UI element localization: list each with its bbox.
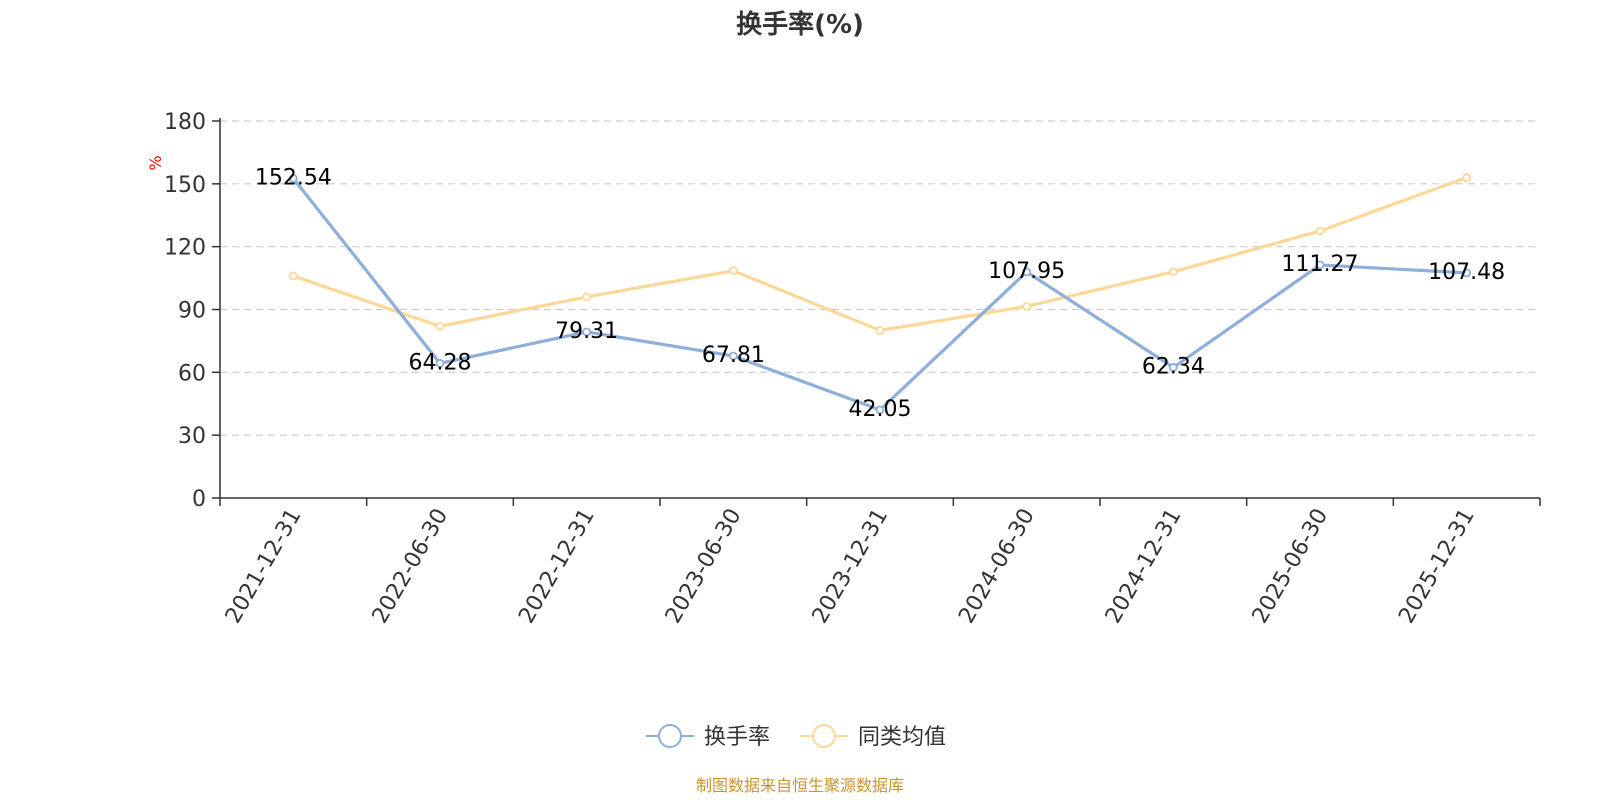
series-point-turnover-rate: [288, 174, 298, 183]
y-tick-label: 180: [164, 110, 206, 135]
axes: [219, 118, 1540, 499]
series-point-peer-average: [288, 271, 298, 281]
series-group: [288, 173, 1472, 415]
series-point-turnover-rate: [1462, 268, 1472, 278]
x-tick-label: 2023-12-31: [808, 505, 894, 628]
x-tick-label: 2022-12-31: [514, 505, 600, 628]
y-tick-label: 0: [192, 487, 206, 512]
y-tick-label: 60: [178, 361, 206, 386]
series-point-peer-average: [728, 266, 738, 276]
y-tick-label: 30: [178, 424, 206, 449]
x-tick-label: 2025-12-31: [1394, 505, 1480, 628]
legend-item-peer-average[interactable]: 同类均值: [800, 724, 946, 750]
data-label: 62.34: [1142, 354, 1205, 379]
data-label: 64.28: [409, 350, 472, 375]
data-labels: 152.54 64.28 79.31 67.81 42.05 107.95 62.34 111…: [255, 166, 1505, 422]
x-axis-ticks: 2021-12-31 2022-06-30 2022-12-31 2023-06-30…: [219, 498, 1541, 628]
data-label: 111.27: [1282, 252, 1359, 277]
series-point-peer-average: [1462, 173, 1472, 182]
legend-label: 换手率: [704, 725, 770, 750]
series-point-peer-average: [1168, 267, 1178, 277]
series-point-peer-average: [1315, 226, 1325, 236]
data-label: 42.05: [849, 397, 912, 422]
source-note: 制图数据来自恒生聚源数据库: [696, 776, 904, 795]
x-tick-label: 2023-06-30: [661, 505, 747, 628]
x-tick-label: 2024-12-31: [1101, 505, 1187, 628]
series-point-turnover-rate: [1022, 267, 1032, 277]
series-point-turnover-rate: [1315, 260, 1325, 270]
series-point-turnover-rate: [875, 405, 885, 415]
legend-circle-icon: [658, 724, 682, 748]
series-point-turnover-rate: [728, 351, 738, 361]
data-label: 67.81: [702, 343, 765, 368]
series-point-turnover-rate: [1168, 363, 1178, 372]
data-label: 152.54: [255, 166, 332, 191]
y-tick-label: 150: [164, 173, 206, 198]
series-point-peer-average: [435, 321, 445, 331]
y-tick-label: 90: [178, 299, 206, 324]
data-label: 107.95: [988, 259, 1065, 284]
x-tick-label: 2021-12-31: [221, 505, 307, 628]
series-point-turnover-rate: [582, 327, 592, 337]
series-point-peer-average: [1022, 301, 1032, 311]
legend-circle-icon: [812, 724, 836, 748]
series-point-peer-average: [875, 326, 885, 335]
x-tick-label: 2024-06-30: [954, 505, 1040, 628]
grid-lines: [220, 120, 1540, 436]
y-tick-label: 120: [164, 236, 206, 261]
data-label: 107.48: [1428, 260, 1505, 285]
legend-label: 同类均值: [858, 725, 946, 750]
x-tick-label: 2025-06-30: [1248, 505, 1334, 628]
legend[interactable]: 换手率 同类均值: [646, 724, 946, 750]
y-axis-ticks: 0 30 60 90 120 150 180: [164, 110, 220, 512]
x-tick-label: 2022-06-30: [368, 505, 454, 628]
data-label: 79.31: [555, 319, 618, 344]
chart-title: 换手率(%): [736, 9, 864, 40]
series-point-peer-average: [582, 292, 592, 302]
series-point-turnover-rate: [435, 358, 445, 368]
legend-item-turnover-rate[interactable]: 换手率: [646, 724, 770, 750]
y-axis-unit-label: %: [146, 155, 165, 170]
